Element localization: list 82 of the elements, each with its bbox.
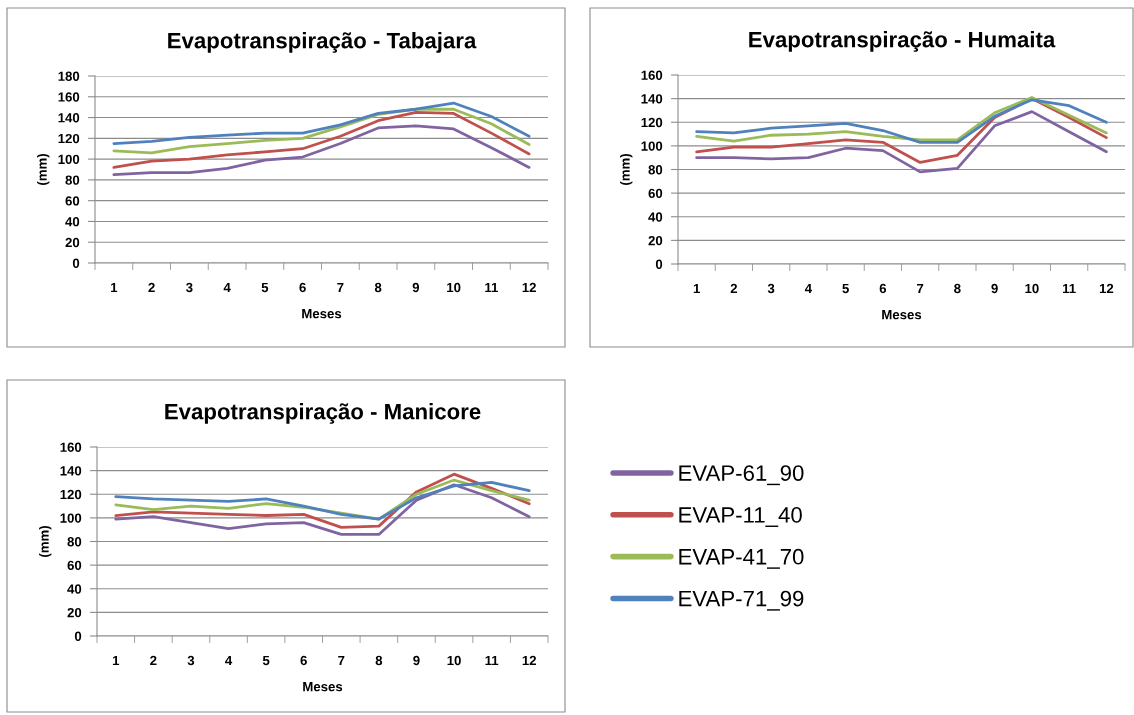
line-series: [112, 101, 531, 145]
y-tick-label: 140: [641, 94, 663, 104]
line-series: [695, 110, 1108, 174]
x-tick-label: 5: [842, 283, 849, 294]
y-tick-label: 60: [648, 188, 663, 199]
x-tick-label: 3: [187, 655, 195, 666]
y-tick-label: 60: [65, 196, 80, 206]
y-tick-label: 80: [67, 537, 82, 547]
x-tick-label: 11: [485, 282, 498, 293]
y-tick-label: 20: [648, 235, 663, 246]
y-tick-label: 100: [641, 141, 663, 151]
chart-title: Evapotranspiração - Tabajara: [168, 32, 477, 53]
x-tick-label: 9: [991, 283, 998, 294]
x-tick-label: 4: [804, 283, 812, 294]
y-tick-label: 20: [65, 237, 80, 248]
legend-label: EVAP-71_99: [679, 590, 804, 611]
x-tick-label: 1: [112, 655, 120, 666]
x-tick-label: 7: [337, 282, 344, 293]
legend-label: EVAP-11_40: [679, 507, 802, 527]
y-tick-label: 0: [655, 259, 663, 269]
x-tick-label: 7: [917, 283, 924, 294]
y-tick-label: 100: [58, 154, 80, 165]
y-tick-label: 40: [65, 217, 80, 227]
x-tick-label: 8: [954, 283, 961, 294]
y-axis-title: (mm): [39, 526, 52, 557]
y-axis-title: (mm): [620, 154, 633, 185]
legend-label: EVAP-61_90: [679, 465, 804, 486]
x-tick-label: 2: [150, 655, 157, 666]
y-tick-label: 160: [58, 92, 80, 102]
x-tick-label: 10: [447, 282, 461, 293]
x-tick-label: 11: [485, 655, 499, 666]
y-tick-label: 0: [74, 631, 82, 641]
x-tick-label: 4: [223, 282, 231, 293]
x-tick-label: 6: [879, 283, 887, 294]
x-tick-label: 12: [522, 282, 536, 293]
x-axis-title: Meses: [882, 310, 922, 320]
chart-title: Evapotranspiração - Humaita: [749, 31, 1056, 52]
line-series: [112, 124, 531, 177]
y-tick-label: 160: [641, 70, 663, 80]
x-tick-label: 10: [447, 655, 461, 666]
x-tick-label: 2: [730, 283, 738, 294]
y-tick-label: 20: [67, 607, 82, 618]
x-tick-label: 11: [1062, 283, 1076, 294]
y-tick-label: 120: [60, 489, 82, 500]
x-tick-label: 5: [261, 282, 269, 293]
y-tick-label: 120: [641, 117, 663, 128]
x-tick-label: 3: [186, 282, 193, 293]
x-tick-label: 1: [111, 282, 118, 293]
x-tick-label: 6: [299, 282, 306, 293]
x-tick-label: 9: [412, 282, 420, 293]
y-tick-label: 100: [60, 513, 82, 523]
legend-label: EVAP-41_70: [679, 548, 804, 569]
x-tick-label: 1: [693, 283, 700, 294]
x-tick-label: 5: [262, 655, 270, 666]
x-tick-label: 8: [374, 282, 382, 293]
y-tick-label: 40: [648, 212, 663, 222]
chart-title: Evapotranspiração - Manicore: [165, 403, 481, 424]
line-series: [114, 483, 531, 536]
x-tick-label: 4: [225, 655, 233, 666]
y-tick-label: 120: [58, 133, 80, 144]
y-tick-label: 160: [60, 442, 82, 452]
y-tick-label: 80: [648, 165, 663, 175]
y-tick-label: 40: [67, 584, 82, 594]
y-tick-label: 80: [65, 175, 80, 185]
x-axis-title: Meses: [302, 309, 342, 319]
x-tick-label: 9: [413, 655, 420, 666]
x-tick-label: 12: [522, 655, 537, 666]
y-tick-label: 140: [60, 466, 82, 476]
y-tick-label: 140: [58, 113, 80, 123]
x-tick-label: 3: [767, 283, 775, 294]
x-tick-label: 6: [300, 655, 307, 666]
y-tick-label: 60: [67, 560, 82, 571]
y-tick-label: 0: [72, 258, 80, 268]
x-tick-label: 2: [148, 282, 155, 293]
x-tick-label: 12: [1099, 283, 1114, 294]
x-tick-label: 7: [338, 655, 345, 666]
x-tick-label: 10: [1025, 283, 1039, 294]
y-axis-title: (mm): [37, 154, 50, 185]
y-tick-label: 180: [58, 71, 80, 81]
line-series: [112, 110, 531, 169]
x-axis-title: Meses: [303, 682, 343, 692]
x-tick-label: 8: [375, 655, 383, 666]
